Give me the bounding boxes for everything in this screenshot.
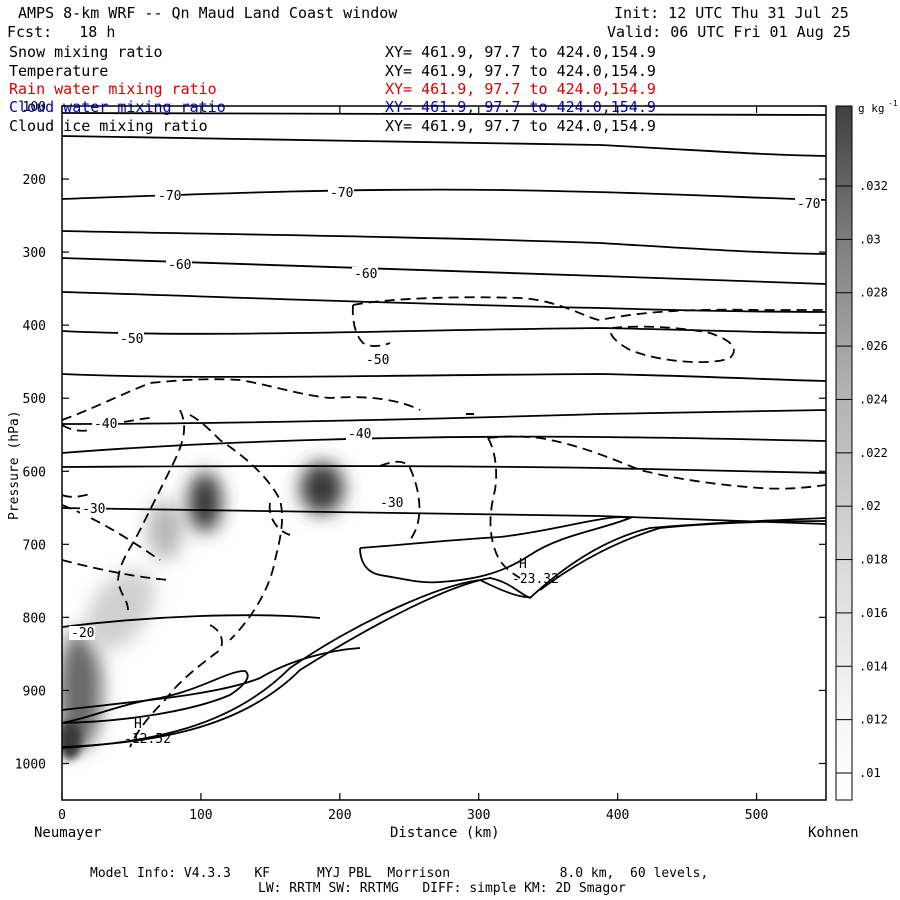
temp-label: -30 <box>82 502 105 517</box>
x-tick-label: 500 <box>745 808 768 823</box>
colorbar-tick-label: .01 <box>859 766 881 780</box>
x-right-station: Kohnen <box>808 825 859 841</box>
colorbar-unit-exp: -1 <box>888 99 898 108</box>
contour-labels: -70 -70 -70 -60 -60 -50 -50 -40 -40 -30 … <box>69 186 821 747</box>
high-marker: H <box>519 557 527 572</box>
colorbar-tick-label: .022 <box>859 446 888 460</box>
cloud-ice-contours <box>62 296 826 748</box>
snow-shading <box>62 462 344 760</box>
y-tick-label: 1000 <box>15 757 46 772</box>
y-tick-label: 700 <box>23 538 46 553</box>
colorbar-tick-label: .026 <box>859 339 888 353</box>
init-time: Init: 12 UTC Thu 31 Jul 25 <box>614 4 849 22</box>
x-tick-label: 0 <box>58 808 66 823</box>
x-left-station: Neumayer <box>34 825 101 841</box>
colorbar-tick-label: .012 <box>859 713 888 727</box>
forecast-hour: Fcst: 18 h <box>7 23 116 41</box>
x-tick-label: 400 <box>606 808 629 823</box>
temp-label: -20 <box>71 626 94 641</box>
field-label-temperature: Temperature <box>9 62 109 80</box>
y-axis: 100 200 300 400 500 600 700 800 900 1000 <box>15 100 826 772</box>
y-tick-label: 800 <box>23 611 46 626</box>
x-tick-label: 100 <box>189 808 212 823</box>
x-axis-title: Distance (km) <box>390 825 500 841</box>
colorbar: .032 .03 .028 .026 .024 .022 .02 .018 .016 .014 .0… <box>835 99 898 801</box>
temp-label: -30 <box>380 496 403 511</box>
y-tick-label: 400 <box>23 319 46 334</box>
field-label-cloud-ice: Cloud ice mixing ratio <box>9 117 208 135</box>
y-tick-label: 300 <box>23 246 46 261</box>
colorbar-unit: g kg <box>858 102 885 115</box>
x-tick-label: 200 <box>328 808 351 823</box>
colorbar-tick-label: .028 <box>859 286 888 300</box>
plot-frame <box>61 105 827 801</box>
chart-title: AMPS 8-km WRF -- Qn Maud Land Coast wind… <box>18 4 398 22</box>
x-tick-label: 300 <box>467 808 490 823</box>
low-marker: H <box>134 717 142 732</box>
high-value: -23.32 <box>512 572 559 587</box>
colorbar-tick-label: .032 <box>859 179 888 193</box>
temp-label: -40 <box>94 417 117 432</box>
temp-label: -60 <box>354 267 377 282</box>
colorbar-tick-label: .024 <box>859 392 888 406</box>
x-axis: 0 100 200 300 400 500 <box>58 106 768 823</box>
valid-time: Valid: 06 UTC Fri 01 Aug 25 <box>607 23 851 41</box>
temp-label: -70 <box>158 189 181 204</box>
terrain-outline <box>62 517 826 749</box>
model-info: Model Info: V4.3.3 KF MYJ PBL Morrison 8… <box>90 866 709 881</box>
temp-label: -70 <box>797 197 820 212</box>
colorbar-tick-label: .016 <box>859 606 888 620</box>
temp-label: -50 <box>120 332 143 347</box>
colorbar-tick-label: .018 <box>859 553 888 567</box>
field-label-snow: Snow mixing ratio <box>9 43 163 61</box>
y-tick-label: 200 <box>23 173 46 188</box>
y-tick-label: 600 <box>23 465 46 480</box>
field-xy-temperature: XY= 461.9, 97.7 to 424.0,154.9 <box>385 62 656 80</box>
field-label-rain: Rain water mixing ratio <box>9 80 217 98</box>
temperature-contours <box>62 112 826 711</box>
temp-label: -60 <box>168 258 191 273</box>
temp-label: -70 <box>330 186 353 201</box>
model-physics: LW: RRTM SW: RRTMG DIFF: simple KM: 2D S… <box>258 881 626 896</box>
field-xy-snow: XY= 461.9, 97.7 to 424.0,154.9 <box>385 43 656 61</box>
y-tick-label: 900 <box>23 684 46 699</box>
y-axis-title: Pressure (hPa) <box>7 410 22 520</box>
low-value: -12.52 <box>124 732 171 747</box>
colorbar-tick-label: .014 <box>859 659 888 673</box>
y-tick-label: 500 <box>23 392 46 407</box>
field-xy-cloud-water: XY= 461.9, 97.7 to 424.0,154.9 <box>385 98 656 116</box>
field-xy-rain: XY= 461.9, 97.7 to 424.0,154.9 <box>385 80 656 98</box>
field-label-cloud-water: Cloud water mixing ratio <box>9 98 226 116</box>
y-tick-label: 100 <box>23 100 46 115</box>
temp-label: -40 <box>348 427 371 442</box>
colorbar-tick-label: .02 <box>859 499 881 513</box>
colorbar-tick-label: .03 <box>859 232 881 246</box>
temp-label: -50 <box>366 353 389 368</box>
field-xy-cloud-ice: XY= 461.9, 97.7 to 424.0,154.9 <box>385 117 656 135</box>
